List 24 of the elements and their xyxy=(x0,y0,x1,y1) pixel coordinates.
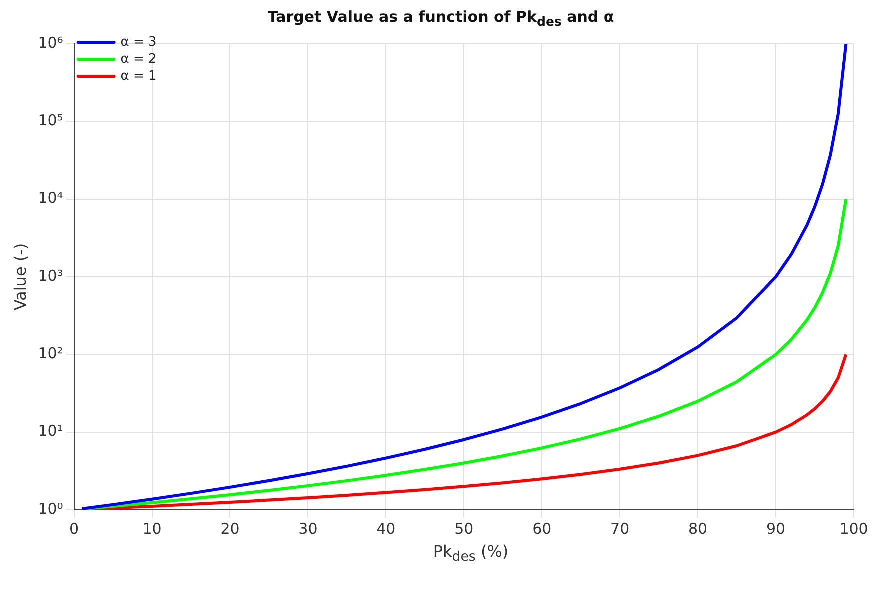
legend-label: α = 1 xyxy=(120,68,157,84)
x-tick-label: 10 xyxy=(142,520,162,538)
x-axis-title: Pk$_{des}$ (%) xyxy=(432,542,510,566)
x-tick-label: 50 xyxy=(454,520,474,538)
x-tick-label: 30 xyxy=(298,520,318,538)
y-axis-title: Value (-) xyxy=(10,243,30,311)
y-tick-label: 10³ xyxy=(38,266,64,285)
y-tick-label: 10² xyxy=(38,344,64,363)
y-tick-label: 10⁴ xyxy=(38,189,64,208)
y-tick-label: 10¹ xyxy=(38,422,64,440)
chart-title: Target Value as a function of Pk$_{des}$ and α xyxy=(266,8,616,31)
x-tick-label: 70 xyxy=(610,520,630,538)
y-tick-label: 10⁶ xyxy=(38,34,64,52)
x-tick-label: 60 xyxy=(532,520,552,538)
y-tick-label: 10⁰ xyxy=(38,500,64,518)
x-tick-label: 40 xyxy=(376,520,396,538)
x-tick-label: 20 xyxy=(220,520,240,538)
x-tick-label: 0 xyxy=(70,520,80,538)
x-tick-label: 90 xyxy=(766,520,786,538)
y-tick-label: 10⁵ xyxy=(38,112,64,130)
legend-label: α = 2 xyxy=(120,52,157,67)
x-tick-label: 100 xyxy=(840,520,868,538)
legend-label: α = 3 xyxy=(120,34,157,50)
x-tick-label: 80 xyxy=(688,520,708,538)
